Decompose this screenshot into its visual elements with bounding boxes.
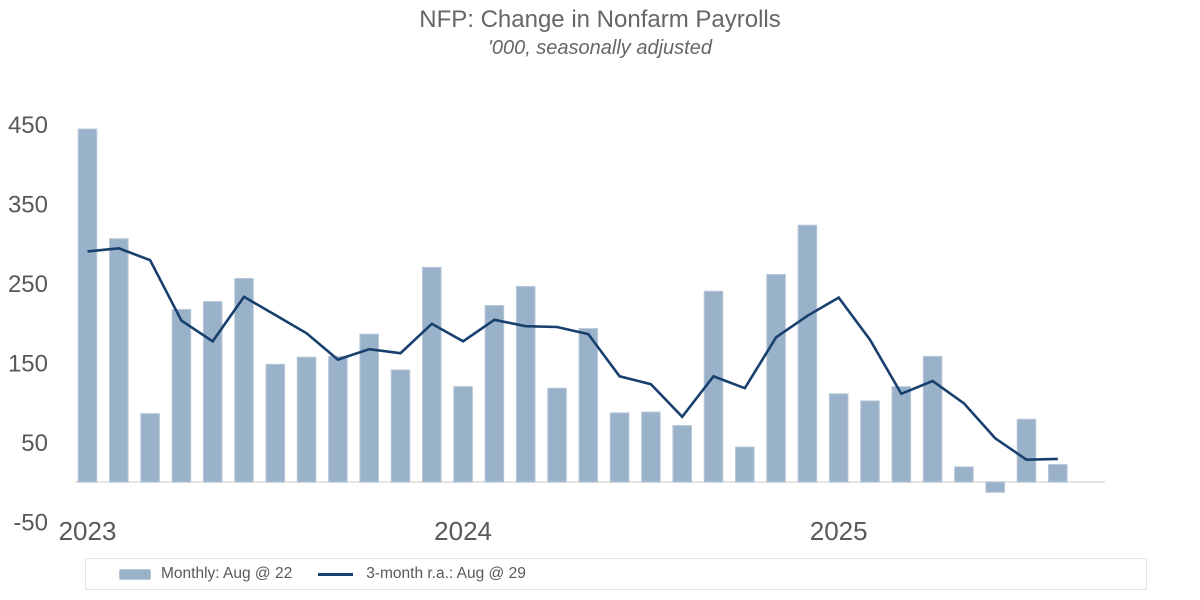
x-axis-tick-labels: 2023 2024 2025 <box>59 516 868 546</box>
bar-may-2023 <box>202 301 223 483</box>
bar-jun-2023 <box>234 277 254 483</box>
bar-mar-2025 <box>891 386 912 483</box>
bar-jun-2025 <box>985 481 1006 493</box>
bar-feb-2023 <box>109 238 129 483</box>
bar-nov-2023 <box>390 369 411 483</box>
bar-jul-2023 <box>265 363 286 483</box>
y-tick-label: 50 <box>21 430 48 457</box>
chart-subtitle: '000, seasonally adjusted <box>488 37 712 59</box>
bar-nov-2024 <box>766 274 786 483</box>
legend-bar-swatch <box>119 568 151 580</box>
bar-jan-2024 <box>453 386 473 483</box>
y-tick-label: 450 <box>8 112 48 139</box>
bar-jul-2024 <box>641 411 661 483</box>
bar-apr-2025 <box>922 355 943 483</box>
bar-aug-2025 <box>1048 464 1068 483</box>
monthly-bars-series <box>77 128 1068 493</box>
bar-oct-2023 <box>359 333 379 483</box>
bar-dec-2024 <box>797 224 818 483</box>
bar-aug-2024 <box>672 425 693 483</box>
bar-apr-2023 <box>171 308 192 483</box>
y-tick-label: 350 <box>8 191 48 218</box>
legend: Monthly: Aug @ 22 3-month r.a.: Aug @ 29 <box>85 558 1147 590</box>
bar-mar-2024 <box>515 285 536 483</box>
bar-aug-2023 <box>296 356 317 483</box>
legend-line-label: 3-month r.a.: Aug @ 29 <box>366 565 526 582</box>
bar-dec-2023 <box>422 266 442 483</box>
bar-sep-2023 <box>328 355 348 483</box>
y-tick-label: 150 <box>8 350 48 377</box>
bar-jan-2025 <box>828 393 849 483</box>
bar-jun-2024 <box>609 412 630 483</box>
bar-may-2024 <box>578 328 599 483</box>
legend-line-swatch <box>318 572 354 576</box>
legend-bar-label: Monthly: Aug @ 22 <box>161 565 293 582</box>
bar-feb-2024 <box>484 305 505 483</box>
x-tick-label: 2024 <box>434 516 492 546</box>
bar-jan-2023 <box>77 128 98 483</box>
bar-mar-2023 <box>140 413 160 483</box>
bar-feb-2025 <box>860 400 880 483</box>
x-tick-label: 2025 <box>810 516 868 546</box>
bar-may-2025 <box>954 466 974 483</box>
y-tick-label: 250 <box>8 271 48 298</box>
rolling-average-line <box>87 246 1058 462</box>
chart-title: NFP: Change in Nonfarm Payrolls <box>419 6 781 33</box>
bar-jul-2025 <box>1016 418 1037 483</box>
y-axis-tick-labels: 450 350 250 150 50 -50 <box>8 112 48 537</box>
bar-oct-2024 <box>735 446 755 483</box>
y-tick-label: -50 <box>13 509 48 536</box>
x-tick-label: 2023 <box>59 516 117 546</box>
bar-apr-2024 <box>547 387 567 483</box>
